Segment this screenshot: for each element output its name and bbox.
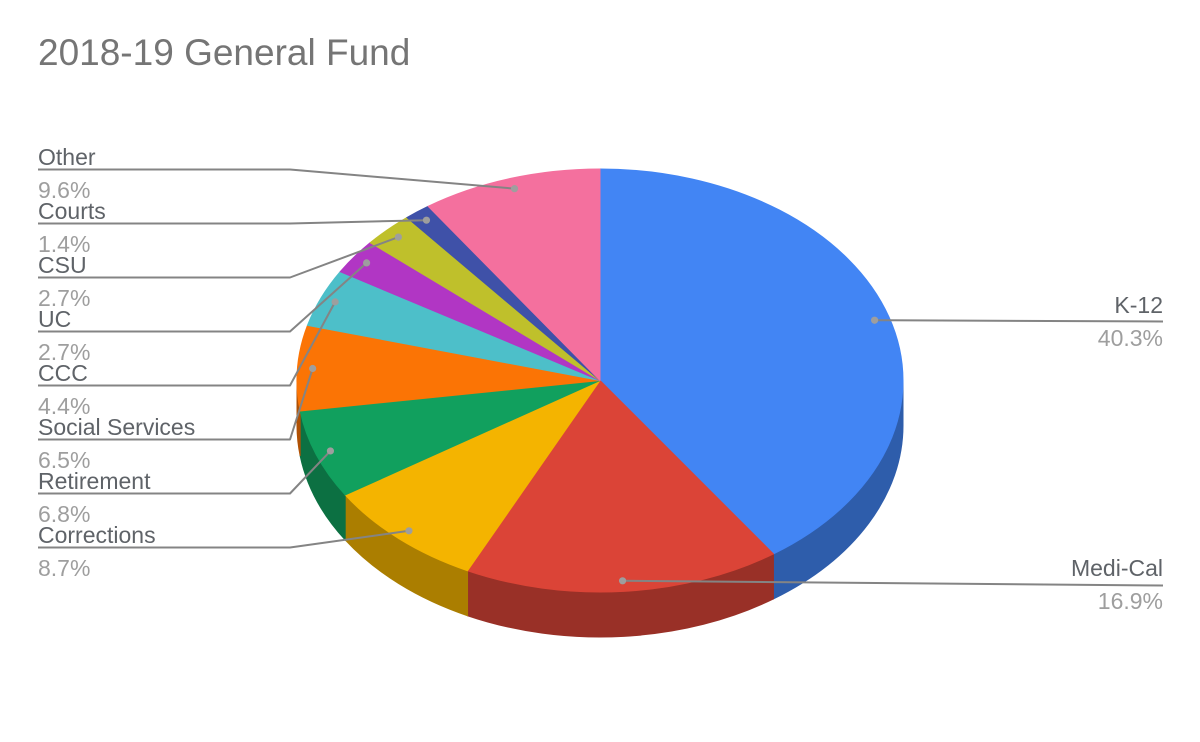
pie-slice-k-12 [599, 168, 904, 555]
leader-dot-social-services [309, 364, 317, 373]
leader-dot-medi-cal [618, 577, 627, 585]
leader-line-social-services [38, 368, 314, 441]
leader-dot-csu [394, 233, 402, 241]
chart-title: 2018-19 General Fund [38, 32, 411, 73]
leader-line-medi-cal [622, 579, 1164, 587]
callout-percent: 16.9% [1097, 588, 1163, 614]
callout-label: Courts [38, 198, 106, 224]
leader-line-uc [38, 262, 368, 333]
callout-label: CSU [38, 252, 87, 278]
leader-dot-ccc [331, 298, 339, 306]
callout-percent: 40.3% [1097, 325, 1163, 351]
callout-retirement: Retirement 6.8% [38, 468, 150, 527]
callout-percent: 6.5% [38, 447, 91, 473]
pie-slice-retirement [299, 380, 601, 496]
callout-k12: K-12 40.3% [1098, 292, 1163, 351]
leader-line-courts [38, 219, 427, 225]
leader-line-ccc [38, 301, 336, 387]
callout-label: Corrections [38, 522, 156, 548]
leader-dot-k-12 [870, 316, 879, 324]
callout-label: UC [38, 306, 72, 332]
pie-slice-other [427, 168, 601, 381]
callout-label: CCC [38, 360, 88, 386]
callout-percent: 9.6% [38, 177, 91, 203]
callout-label: Other [38, 144, 96, 170]
callout-uc: UC 2.7% [38, 306, 90, 365]
callout-medi-cal: Medi-Cal 16.9% [1071, 555, 1163, 614]
callout-percent: 2.7% [38, 339, 91, 365]
callout-social-services: Social Services 6.5% [38, 414, 195, 473]
leader-line-other [38, 168, 515, 190]
leader-line-corrections [38, 529, 410, 549]
callout-other: Other 9.6% [38, 144, 96, 203]
leader-line-csu [38, 236, 399, 279]
callout-label: Retirement [38, 468, 151, 494]
callout-percent: 1.4% [38, 231, 91, 257]
callout-percent: 4.4% [38, 393, 91, 419]
leader-line-k-12 [874, 319, 1164, 323]
callout-ccc: CCC 4.4% [38, 360, 90, 419]
leader-dot-corrections [405, 527, 413, 535]
pie-slice-corrections [344, 380, 601, 572]
leader-dot-retirement [326, 447, 335, 455]
pie-slice-medi-cal [467, 380, 774, 593]
callout-corrections: Corrections 8.7% [38, 522, 156, 581]
callout-csu: CSU 2.7% [38, 252, 90, 311]
leader-dot-other [510, 185, 519, 193]
callout-label: Social Services [38, 414, 196, 440]
callout-percent: 6.8% [38, 501, 91, 527]
leader-dot-courts [422, 216, 431, 224]
callout-percent: 2.7% [38, 285, 91, 311]
callout-label: K-12 [1114, 292, 1163, 318]
leader-line-retirement [38, 450, 332, 495]
callout-percent: 8.7% [38, 555, 91, 581]
callout-label: Medi-Cal [1070, 555, 1163, 581]
callout-courts: Courts 1.4% [38, 198, 106, 257]
leader-dot-uc [362, 259, 371, 267]
